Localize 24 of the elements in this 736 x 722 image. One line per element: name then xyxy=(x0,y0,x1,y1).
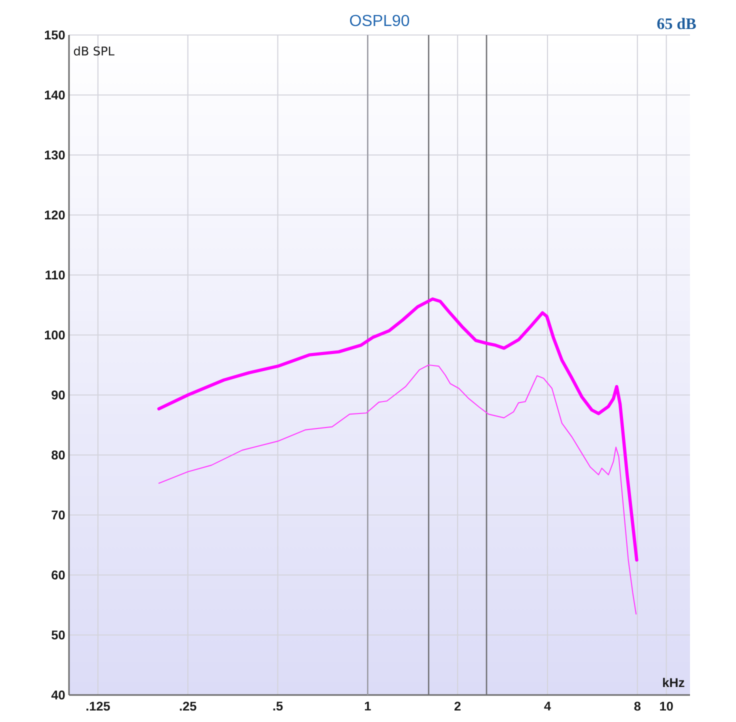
x-tick-label: 4 xyxy=(544,702,551,710)
y-tick-label: 100 xyxy=(44,330,65,340)
y-tick-label: 70 xyxy=(52,510,65,520)
y-tick-label: 40 xyxy=(51,690,65,700)
x-tick-label: 8 xyxy=(634,702,641,711)
chart-title: OSPL90 xyxy=(350,14,410,26)
x-tick-label: 2 xyxy=(454,702,461,711)
y-tick-label: 90 xyxy=(52,390,65,400)
y-tick-label: 50 xyxy=(52,630,65,640)
text: 65 dB xyxy=(657,18,696,30)
y-tick-label: 60 xyxy=(52,570,65,580)
y-tick-label: 110 xyxy=(46,270,65,280)
x-tick-label: .5 xyxy=(273,702,283,711)
x-tick-label: 10 xyxy=(660,702,673,711)
x-axis-title: kHz xyxy=(663,678,684,687)
x-tick-label: 1 xyxy=(364,702,371,710)
x-tick-label: .25 xyxy=(180,702,196,711)
y-axis-title: dB SPL xyxy=(74,46,114,56)
y-tick-label: 140 xyxy=(44,90,65,100)
y-tick-label: 80 xyxy=(52,450,65,460)
y-tick-label: 120 xyxy=(44,210,65,220)
y-tick-label: 130 xyxy=(44,150,65,160)
x-tick-label: .125 xyxy=(86,702,110,711)
y-tick-label: 150 xyxy=(44,30,65,40)
